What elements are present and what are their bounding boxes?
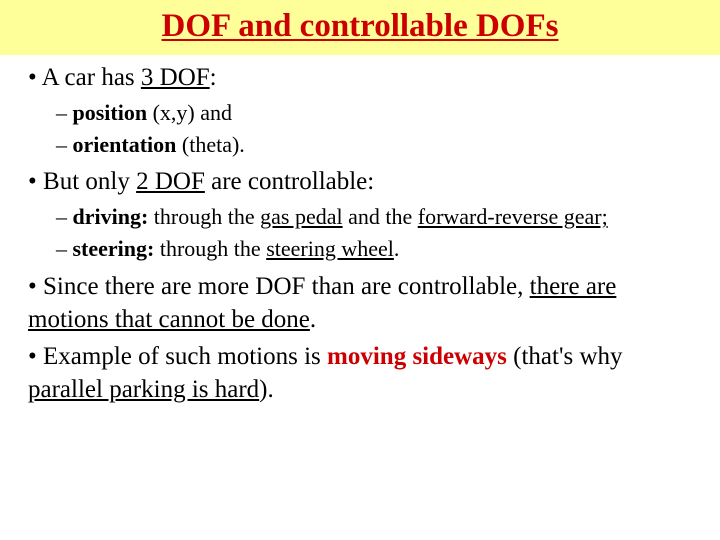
text: (that's why <box>507 343 623 370</box>
label-steering: steering: <box>73 236 155 261</box>
bullet-4: Example of such motions is moving sidewa… <box>28 340 700 406</box>
bullet-list: A car has 3 DOF: position (x,y) and orie… <box>28 61 700 406</box>
title-bar: DOF and controllable DOFs <box>0 0 720 55</box>
moving-sideways: moving sideways <box>327 343 507 370</box>
dof-3: 3 DOF <box>141 64 210 91</box>
text: and the <box>343 204 418 229</box>
text: . <box>394 236 400 261</box>
gas-pedal: gas pedal <box>260 204 342 229</box>
sub-item: orientation (theta). <box>56 130 700 160</box>
text: (x,y) and <box>147 100 232 125</box>
sub-list-2: driving: through the gas pedal and the f… <box>56 202 700 263</box>
steering-wheel: steering wheel <box>266 236 394 261</box>
sub-item: position (x,y) and <box>56 98 700 128</box>
text: A car has <box>42 64 141 91</box>
text: through the <box>154 236 266 261</box>
slide-content: A car has 3 DOF: position (x,y) and orie… <box>0 55 720 406</box>
bullet-1: A car has 3 DOF: position (x,y) and orie… <box>28 61 700 159</box>
text: (theta). <box>176 132 244 157</box>
label-orientation: orientation <box>73 132 177 157</box>
label-position: position <box>73 100 148 125</box>
text: But only <box>43 168 136 195</box>
sub-list-1: position (x,y) and orientation (theta). <box>56 98 700 159</box>
text: Example of such motions is <box>43 343 327 370</box>
sub-item: steering: through the steering wheel. <box>56 234 700 264</box>
bullet-3: Since there are more DOF than are contro… <box>28 270 700 336</box>
sub-item: driving: through the gas pedal and the f… <box>56 202 700 232</box>
text: Since there are more DOF than are contro… <box>43 273 530 300</box>
text: are controllable: <box>205 168 374 195</box>
text: through the <box>148 204 260 229</box>
bullet-2: But only 2 DOF are controllable: driving… <box>28 165 700 263</box>
slide-title: DOF and controllable DOFs <box>0 8 720 45</box>
text: ). <box>259 376 274 403</box>
text: : <box>210 64 217 91</box>
forward-reverse-gear: forward-reverse gear; <box>418 204 608 229</box>
parallel-parking-hard: parallel parking is hard <box>28 376 259 403</box>
dof-2: 2 DOF <box>136 168 205 195</box>
text: . <box>310 306 316 333</box>
label-driving: driving: <box>73 204 149 229</box>
